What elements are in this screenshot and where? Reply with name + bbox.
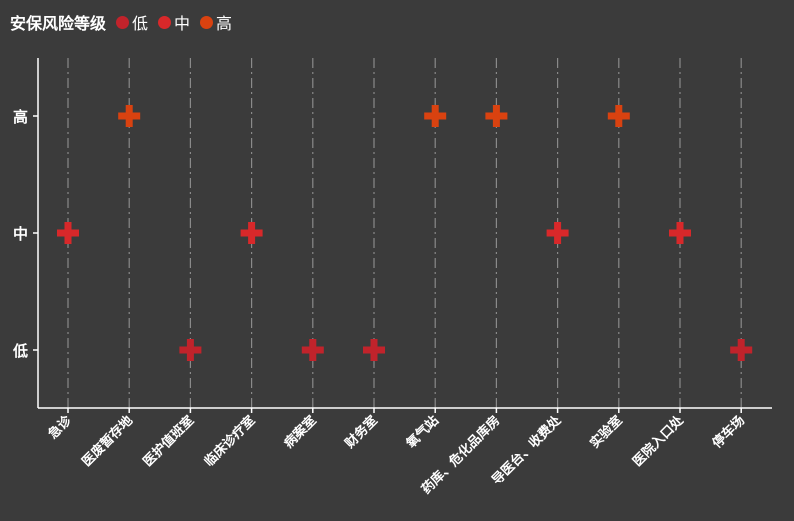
- y-tick-label: 中: [13, 225, 28, 243]
- data-point-cross: [301, 339, 324, 361]
- legend-item-low[interactable]: 低: [116, 10, 148, 34]
- legend-marker-icon: [158, 15, 172, 29]
- x-tick-label: 医院入口处: [630, 412, 688, 470]
- legend-marker-icon: [116, 15, 130, 29]
- y-tick-label: 低: [12, 342, 28, 360]
- x-tick-label: 氧气站: [402, 413, 442, 453]
- data-point-cross: [485, 105, 508, 127]
- legend-title: 安保风险等级: [10, 14, 107, 33]
- legend-label: 高: [216, 14, 233, 33]
- y-tick-label: 高: [13, 108, 28, 126]
- data-point-cross: [607, 105, 630, 127]
- data-point-cross: [118, 105, 141, 127]
- data-point-cross: [240, 222, 263, 244]
- x-tick-label: 医废暂存地: [79, 413, 136, 470]
- x-tick-label: 停车场: [709, 413, 748, 452]
- x-tick-label: 医护值班室: [140, 413, 197, 470]
- legend-label: 中: [174, 14, 191, 33]
- legend-label: 低: [132, 14, 149, 33]
- x-tick-label: 财务室: [342, 413, 381, 452]
- data-point-cross: [424, 105, 447, 127]
- data-point-cross: [179, 339, 202, 361]
- data-point-cross: [730, 339, 753, 361]
- legend-marker-icon: [200, 15, 214, 29]
- x-tick-label: 临床诊疗室: [201, 413, 258, 470]
- data-point-cross: [546, 222, 569, 244]
- data-point-cross: [669, 222, 691, 244]
- x-tick-label: 急诊: [45, 412, 75, 442]
- x-tick-label: 病案室: [281, 413, 320, 452]
- data-point-cross: [57, 222, 79, 244]
- legend: 安保风险等级 低 中 高: [10, 9, 238, 35]
- legend-item-medium[interactable]: 中: [158, 10, 190, 34]
- data-point-cross: [363, 339, 385, 361]
- x-tick-label: 实验室: [587, 413, 626, 452]
- legend-item-high[interactable]: 高: [200, 10, 232, 34]
